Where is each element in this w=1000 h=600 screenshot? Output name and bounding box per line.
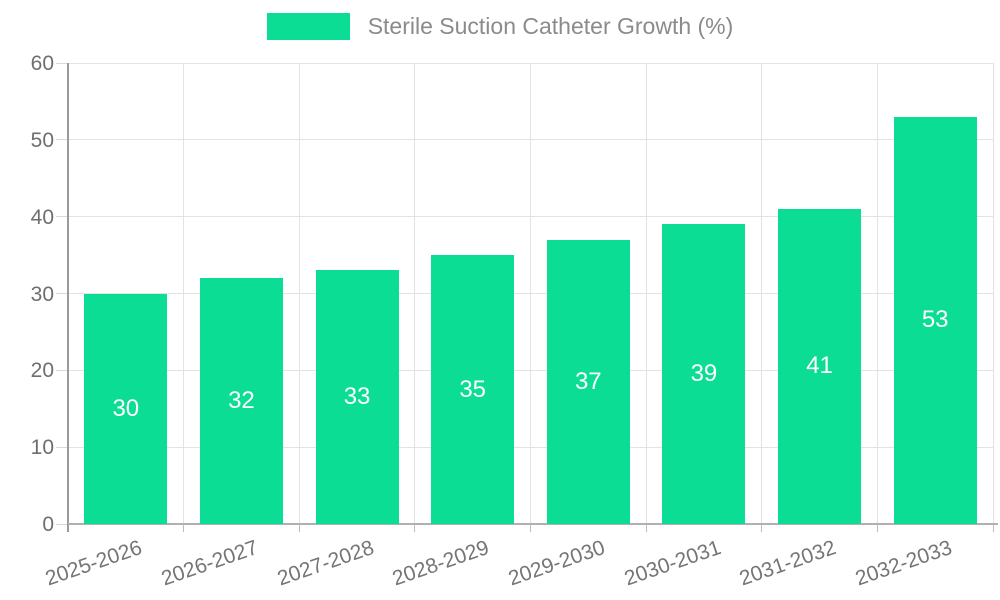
v-gridline [298,63,300,524]
y-tick-label: 50 [30,128,54,152]
x-axis-line [68,523,998,525]
bar-value-label: 41 [806,352,833,380]
x-tick [414,524,416,532]
x-tick [645,524,647,532]
v-gridline [645,63,647,524]
bar[interactable]: 33 [315,270,399,524]
y-tick [56,446,68,448]
bar-value-label: 53 [921,306,949,334]
x-category-label: 2026-2027 [158,536,261,591]
bar[interactable]: 37 [546,239,630,524]
x-tick [183,524,185,532]
v-gridline [414,63,416,524]
y-tick [56,139,68,141]
bar-value-label: 30 [112,394,140,422]
v-gridline [992,63,994,524]
x-tick [761,524,763,532]
y-tick-label: 10 [30,436,54,460]
bar-value-label: 37 [574,367,602,395]
bar[interactable]: 32 [199,278,283,524]
bar[interactable]: 35 [431,255,515,524]
x-tick [530,524,531,532]
y-tick-label: 20 [30,359,54,383]
bar-value-label: 33 [343,383,371,411]
x-tick [876,524,878,532]
bar[interactable]: 30 [84,293,168,524]
y-tick [56,216,68,218]
y-tick [56,369,68,371]
y-axis-line [67,63,69,532]
x-category-label: 2030-2031 [620,536,724,591]
bar-value-label: 32 [228,387,255,415]
x-category-label: 2032-2033 [852,536,955,591]
y-tick-label: 40 [30,205,54,229]
legend[interactable]: Sterile Suction Catheter Growth (%) [0,13,1000,40]
y-tick-label: 30 [30,282,54,306]
legend-swatch [266,13,350,40]
y-tick-label: 0 [42,513,54,536]
legend-label: Sterile Suction Catheter Growth (%) [367,13,734,39]
x-category-label: 2027-2028 [274,536,377,591]
v-gridline [530,63,531,524]
x-tick [298,524,300,532]
y-tick [56,293,68,294]
bar-value-label: 35 [459,375,487,403]
x-category-label: 2025-2026 [42,536,146,591]
x-category-label: 2028-2029 [389,536,493,591]
y-tick [56,62,68,64]
x-tick [992,524,994,532]
bar[interactable]: 53 [893,116,977,524]
v-gridline [876,63,878,524]
bar[interactable]: 41 [778,208,862,524]
bar-value-label: 39 [690,360,718,388]
x-category-label: 2029-2030 [505,536,608,591]
bar[interactable]: 39 [662,224,746,524]
v-gridline [761,63,763,524]
y-tick-label: 60 [30,52,54,75]
v-gridline [183,63,185,524]
x-category-label: 2031-2032 [736,536,840,591]
y-tick [56,523,68,525]
